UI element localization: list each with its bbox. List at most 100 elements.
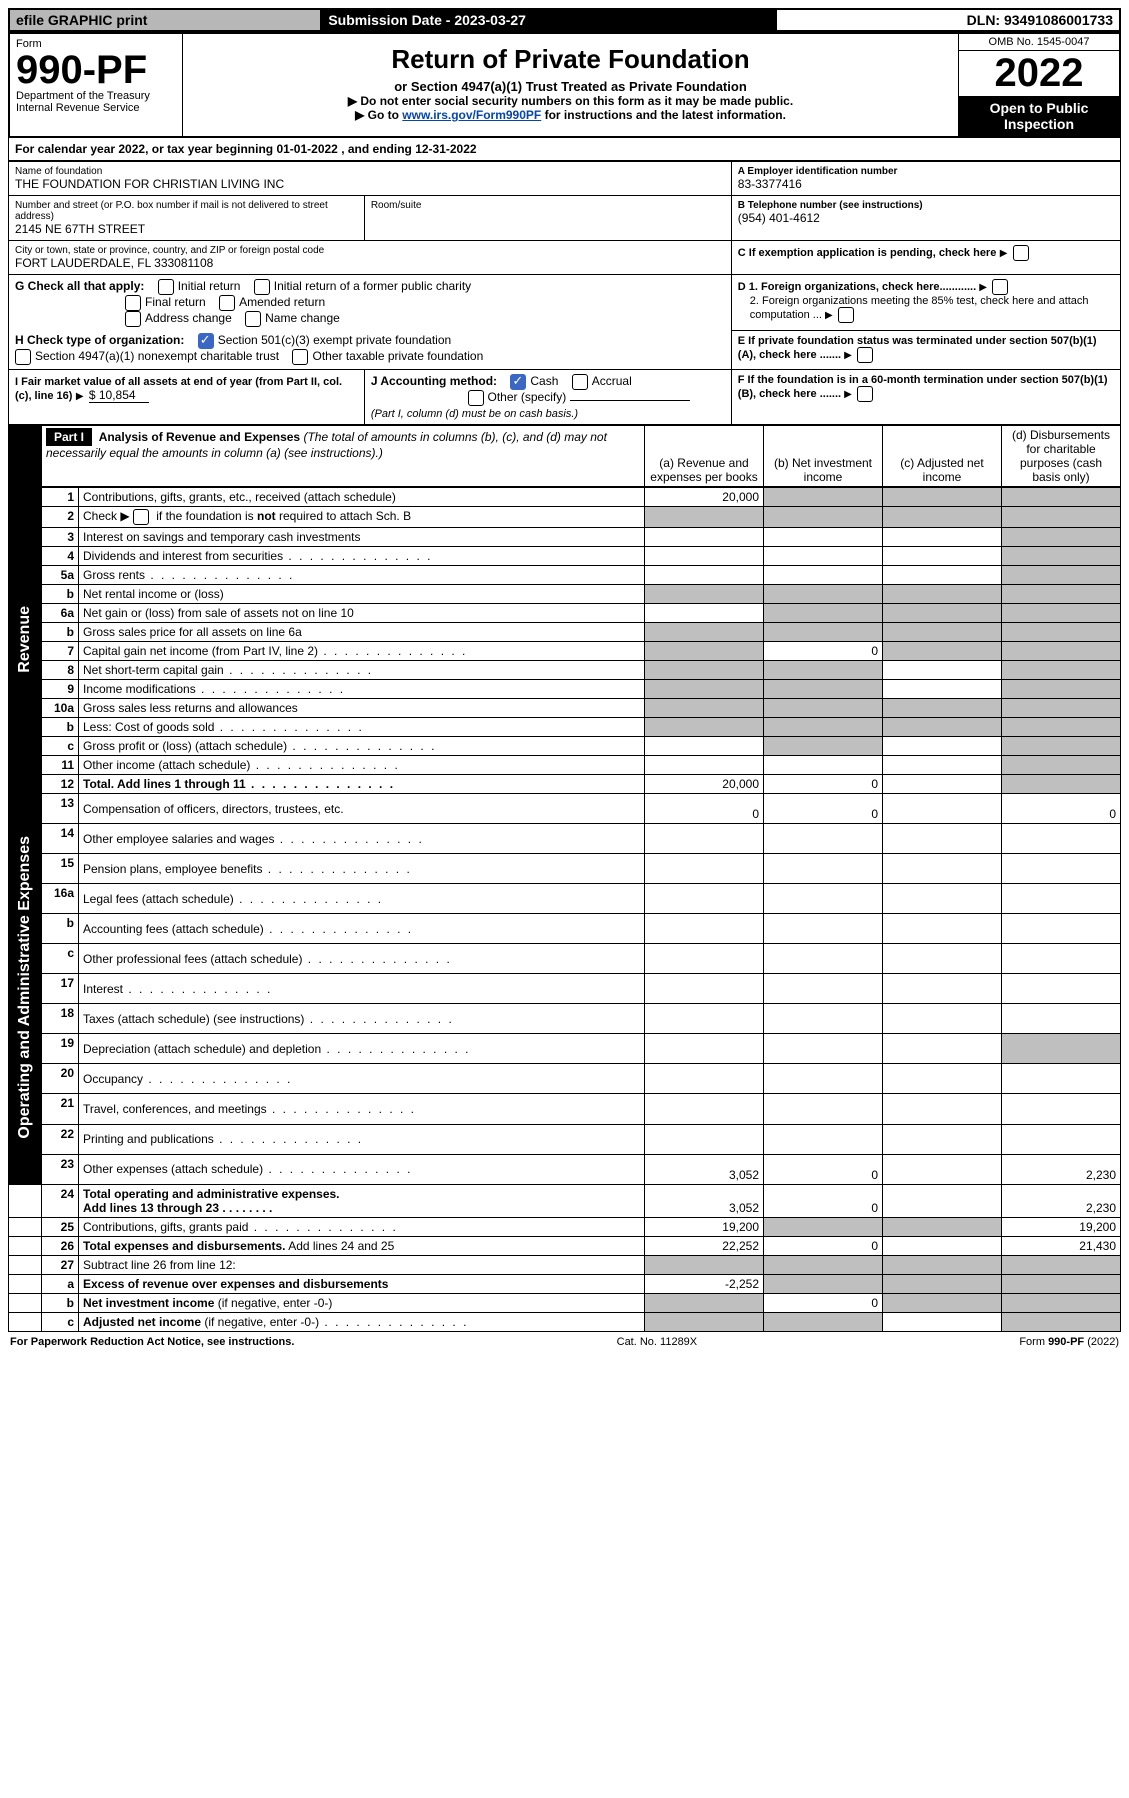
row-a: 3,052 — [645, 1184, 764, 1217]
g-name-change-checkbox[interactable] — [245, 311, 261, 327]
ein-value: 83-3377416 — [738, 177, 1114, 191]
row-d: 2,230 — [1002, 1184, 1121, 1217]
row-desc: Gross rents — [79, 566, 645, 585]
row-num: b — [42, 718, 79, 737]
row-d: 21,430 — [1002, 1236, 1121, 1255]
form990pf-link[interactable]: www.irs.gov/Form990PF — [402, 108, 541, 122]
col-c-header: (c) Adjusted net income — [883, 426, 1002, 487]
g-initial-return-checkbox[interactable] — [158, 279, 174, 295]
row-num: 20 — [42, 1064, 79, 1094]
g-final-return-checkbox[interactable] — [125, 295, 141, 311]
form-number: 990-PF — [16, 50, 176, 90]
row-num: 16a — [42, 884, 79, 914]
row-desc: Accounting fees (attach schedule) — [79, 914, 645, 944]
row-num: 5a — [42, 566, 79, 585]
row-b: 0 — [764, 1236, 883, 1255]
row-num: c — [42, 1312, 79, 1331]
d2-checkbox[interactable] — [838, 307, 854, 323]
part1-title: Analysis of Revenue and Expenses — [99, 430, 300, 444]
instr-ssn: ▶ Do not enter social security numbers o… — [189, 94, 952, 108]
arrow-icon — [1000, 245, 1010, 259]
calyear-mid: , and ending — [341, 142, 415, 156]
c-label: C If exemption application is pending, c… — [738, 247, 997, 259]
row-desc: Net gain or (loss) from sale of assets n… — [79, 604, 645, 623]
row-desc: Total. Add lines 1 through 11 — [79, 775, 645, 794]
g-amended-checkbox[interactable] — [219, 295, 235, 311]
h-other-taxable-checkbox[interactable] — [292, 349, 308, 365]
arrow-icon — [844, 349, 854, 361]
g-address-change-checkbox[interactable] — [125, 311, 141, 327]
row-desc: Total expenses and disbursements. Add li… — [79, 1236, 645, 1255]
row-desc: Contributions, gifts, grants paid — [79, 1217, 645, 1236]
c-checkbox[interactable] — [1013, 245, 1029, 261]
footer-left: For Paperwork Reduction Act Notice, see … — [10, 1336, 294, 1348]
arrow-icon — [979, 281, 989, 293]
row-a: -2,252 — [645, 1274, 764, 1293]
row-desc: Income modifications — [79, 680, 645, 699]
row-desc: Taxes (attach schedule) (see instruction… — [79, 1004, 645, 1034]
row-d — [1002, 488, 1121, 507]
row-desc: Dividends and interest from securities — [79, 547, 645, 566]
h-row: H Check type of organization: Section 50… — [15, 333, 725, 365]
row-desc: Pension plans, employee benefits — [79, 854, 645, 884]
row-a: 20,000 — [645, 488, 764, 507]
f-checkbox[interactable] — [857, 386, 873, 402]
instr-post: for instructions and the latest informat… — [545, 108, 786, 122]
row-desc: Net investment income (if negative, ente… — [79, 1293, 645, 1312]
phone-label: B Telephone number (see instructions) — [738, 200, 1114, 211]
row-num: 26 — [42, 1236, 79, 1255]
calendar-year-row: For calendar year 2022, or tax year begi… — [8, 138, 1121, 161]
row-desc: Capital gain net income (from Part IV, l… — [79, 642, 645, 661]
h-4947-checkbox[interactable] — [15, 349, 31, 365]
col-a-header: (a) Revenue and expenses per books — [645, 426, 764, 487]
row-num: b — [42, 623, 79, 642]
j-other-checkbox[interactable] — [468, 390, 484, 406]
row-a: 3,052 — [645, 1154, 764, 1184]
d1-text: D 1. Foreign organizations, check here..… — [738, 281, 976, 293]
j-note: (Part I, column (d) must be on cash basi… — [371, 408, 578, 420]
row-num: 1 — [42, 488, 79, 507]
e-checkbox[interactable] — [857, 347, 873, 363]
row-num: 7 — [42, 642, 79, 661]
instr-link: ▶ Go to www.irs.gov/Form990PF for instru… — [189, 108, 952, 122]
city-label: City or town, state or province, country… — [15, 245, 725, 256]
row-desc: Adjusted net income (if negative, enter … — [79, 1312, 645, 1331]
irs-label: Internal Revenue Service — [16, 102, 176, 114]
col-d-header: (d) Disbursements for charitable purpose… — [1002, 426, 1121, 487]
row-desc: Other professional fees (attach schedule… — [79, 944, 645, 974]
row-d: 0 — [1002, 794, 1121, 824]
h-501c3-checkbox[interactable] — [198, 333, 214, 349]
row-desc: Total operating and administrative expen… — [79, 1184, 645, 1217]
j-other: Other (specify) — [488, 390, 567, 404]
row-a: 0 — [645, 794, 764, 824]
dept-treasury: Department of the Treasury — [16, 90, 176, 102]
row-desc: Interest on savings and temporary cash i… — [79, 528, 645, 547]
row-desc: Legal fees (attach schedule) — [79, 884, 645, 914]
g-initial-former-checkbox[interactable] — [254, 279, 270, 295]
footer: For Paperwork Reduction Act Notice, see … — [8, 1332, 1121, 1352]
i-label: I Fair market value of all assets at end… — [15, 376, 342, 402]
footer-right: Form 990-PF (2022) — [1019, 1336, 1119, 1348]
row-num: b — [42, 1293, 79, 1312]
row-b: 0 — [764, 794, 883, 824]
row-desc: Less: Cost of goods sold — [79, 718, 645, 737]
row-num: b — [42, 914, 79, 944]
row-num: 10a — [42, 699, 79, 718]
foundation-name: THE FOUNDATION FOR CHRISTIAN LIVING INC — [15, 177, 725, 191]
open-to-public: Open to Public Inspection — [959, 96, 1119, 136]
row-num: 9 — [42, 680, 79, 699]
row-c — [883, 488, 1002, 507]
j-cash-checkbox[interactable] — [510, 374, 526, 390]
row-desc: Other expenses (attach schedule) — [79, 1154, 645, 1184]
row-desc: Printing and publications — [79, 1124, 645, 1154]
row-num: b — [42, 585, 79, 604]
j-accrual-checkbox[interactable] — [572, 374, 588, 390]
row-num: a — [42, 1274, 79, 1293]
h-opt3: Other taxable private foundation — [312, 349, 483, 363]
omb-number: OMB No. 1545-0047 — [959, 34, 1119, 51]
d1-checkbox[interactable] — [992, 279, 1008, 295]
revenue-side-label: Revenue — [9, 488, 42, 794]
footer-mid: Cat. No. 11289X — [617, 1336, 698, 1348]
g-row: G Check all that apply: Initial return I… — [15, 279, 725, 327]
schb-checkbox[interactable] — [133, 509, 149, 525]
